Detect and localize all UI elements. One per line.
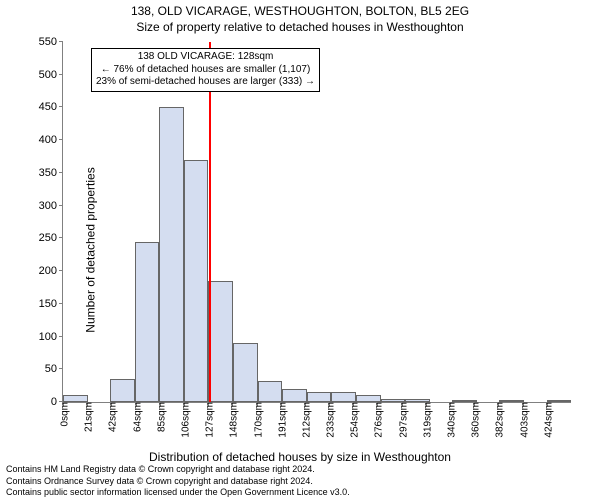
y-tick-label: 50 [45, 363, 63, 375]
y-tick-label: 300 [39, 200, 63, 212]
x-tick-label: 382sqm [491, 402, 506, 438]
y-tick-label: 500 [39, 69, 63, 81]
y-tick-mark [59, 106, 63, 107]
y-tick-mark [59, 336, 63, 337]
histogram-bar [110, 379, 135, 402]
x-tick-label: 42sqm [104, 402, 119, 432]
y-tick-label: 350 [39, 167, 63, 179]
chart-subtitle: Size of property relative to detached ho… [0, 20, 600, 34]
histogram-bar [307, 392, 332, 402]
footer-line-1: Contains HM Land Registry data © Crown c… [6, 464, 350, 475]
footer-text: Contains HM Land Registry data © Crown c… [6, 464, 350, 498]
x-tick-label: 21sqm [80, 402, 95, 432]
bars-group [63, 42, 571, 402]
x-tick-label: 254sqm [346, 402, 361, 438]
x-tick-label: 191sqm [273, 402, 288, 438]
y-tick-mark [59, 172, 63, 173]
y-tick-label: 100 [39, 331, 63, 343]
y-tick-label: 250 [39, 232, 63, 244]
reference-line [209, 42, 211, 402]
annotation-line-1: 138 OLD VICARAGE: 128sqm [96, 51, 315, 64]
chart-container: 138, OLD VICARAGE, WESTHOUGHTON, BOLTON,… [0, 0, 600, 500]
footer-line-2: Contains Ordnance Survey data © Crown co… [6, 476, 350, 487]
histogram-bar [159, 107, 184, 402]
x-tick-label: 360sqm [467, 402, 482, 438]
histogram-bar [184, 160, 209, 402]
x-tick-label: 212sqm [297, 402, 312, 438]
x-tick-label: 148sqm [225, 402, 240, 438]
y-tick-mark [59, 205, 63, 206]
annotation-line-3: 23% of semi-detached houses are larger (… [96, 76, 315, 89]
x-axis-label: Distribution of detached houses by size … [0, 450, 600, 464]
chart-title: 138, OLD VICARAGE, WESTHOUGHTON, BOLTON,… [0, 4, 600, 18]
x-tick-label: 85sqm [152, 402, 167, 432]
y-tick-mark [59, 237, 63, 238]
x-tick-label: 276sqm [370, 402, 385, 438]
y-tick-label: 450 [39, 101, 63, 113]
x-tick-label: 233sqm [322, 402, 337, 438]
y-tick-label: 400 [39, 134, 63, 146]
histogram-bar [258, 381, 283, 402]
y-tick-label: 550 [39, 36, 63, 48]
histogram-bar [135, 242, 160, 402]
x-tick-label: 340sqm [443, 402, 458, 438]
y-tick-mark [59, 74, 63, 75]
histogram-bar [208, 281, 233, 402]
annotation-line-2: ← 76% of detached houses are smaller (1,… [96, 64, 315, 77]
x-tick-label: 106sqm [176, 402, 191, 438]
y-tick-mark [59, 41, 63, 42]
histogram-bar [331, 392, 356, 402]
histogram-bar [282, 389, 307, 402]
plot-area: 138 OLD VICARAGE: 128sqm ← 76% of detach… [62, 42, 571, 403]
x-tick-label: 170sqm [249, 402, 264, 438]
x-tick-label: 403sqm [515, 402, 530, 438]
y-tick-label: 150 [39, 298, 63, 310]
x-tick-label: 297sqm [394, 402, 409, 438]
x-tick-label: 64sqm [128, 402, 143, 432]
y-tick-mark [59, 270, 63, 271]
annotation-box: 138 OLD VICARAGE: 128sqm ← 76% of detach… [91, 48, 320, 92]
y-tick-mark [59, 303, 63, 304]
x-tick-label: 0sqm [56, 402, 71, 426]
x-tick-label: 424sqm [539, 402, 554, 438]
y-tick-mark [59, 139, 63, 140]
x-tick-label: 319sqm [418, 402, 433, 438]
histogram-bar [233, 343, 258, 402]
x-tick-label: 127sqm [201, 402, 216, 438]
y-tick-mark [59, 368, 63, 369]
footer-line-3: Contains public sector information licen… [6, 487, 350, 498]
y-tick-label: 200 [39, 265, 63, 277]
